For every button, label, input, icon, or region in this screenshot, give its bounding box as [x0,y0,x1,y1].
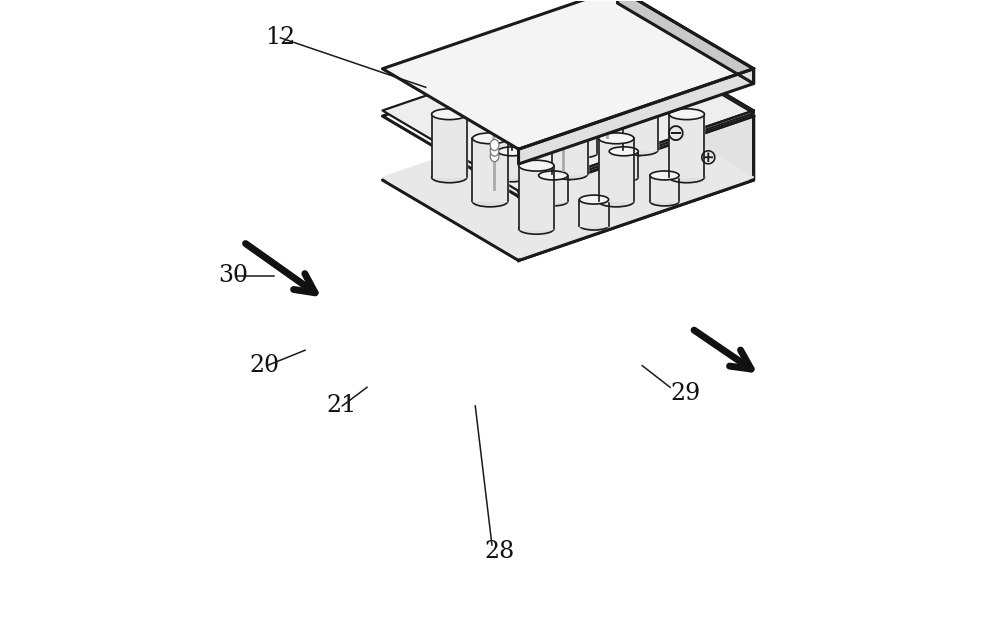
Polygon shape [498,151,527,177]
Ellipse shape [539,171,568,180]
Ellipse shape [498,173,527,182]
Text: 29: 29 [670,382,700,405]
Polygon shape [618,35,754,180]
Ellipse shape [582,57,617,68]
Polygon shape [609,151,638,177]
Polygon shape [669,114,704,177]
Polygon shape [519,116,754,260]
Polygon shape [582,63,617,126]
Ellipse shape [519,160,554,171]
Polygon shape [568,127,597,153]
Polygon shape [618,0,754,84]
Ellipse shape [568,149,597,157]
Ellipse shape [490,145,499,156]
Ellipse shape [432,108,467,120]
Ellipse shape [498,147,527,156]
Polygon shape [382,0,754,149]
Text: 12: 12 [265,26,295,50]
Ellipse shape [552,169,588,180]
Polygon shape [623,87,658,150]
Polygon shape [519,166,554,229]
Ellipse shape [512,81,547,92]
Ellipse shape [654,53,663,64]
Polygon shape [382,30,754,191]
Ellipse shape [579,195,609,204]
Ellipse shape [669,172,704,183]
Ellipse shape [552,105,588,117]
Polygon shape [579,200,609,226]
Text: 20: 20 [249,354,280,377]
Ellipse shape [539,197,568,206]
Polygon shape [382,100,754,260]
Polygon shape [382,97,754,258]
Text: ⊕: ⊕ [699,148,718,167]
Polygon shape [650,175,679,202]
Ellipse shape [618,81,627,92]
Polygon shape [519,69,754,164]
Ellipse shape [623,144,658,156]
Ellipse shape [609,147,638,156]
Ellipse shape [579,221,609,230]
Ellipse shape [519,223,554,234]
Ellipse shape [599,133,634,144]
Polygon shape [618,30,754,113]
Polygon shape [552,111,588,174]
Ellipse shape [650,197,679,206]
Text: 30: 30 [219,265,249,288]
Ellipse shape [599,196,634,207]
Ellipse shape [512,144,547,156]
Polygon shape [472,138,508,202]
Text: 28: 28 [485,540,515,563]
Ellipse shape [623,81,658,92]
Polygon shape [432,114,467,177]
Ellipse shape [618,76,627,87]
Ellipse shape [650,171,679,180]
Polygon shape [599,138,634,202]
Polygon shape [512,87,547,150]
Ellipse shape [472,196,508,207]
Ellipse shape [577,100,586,111]
Ellipse shape [577,105,586,117]
Ellipse shape [472,133,508,144]
Ellipse shape [568,123,597,131]
Ellipse shape [530,135,538,146]
Text: 21: 21 [327,394,357,417]
Ellipse shape [490,140,499,151]
Ellipse shape [490,151,499,162]
Ellipse shape [582,120,617,131]
Ellipse shape [654,59,663,70]
Text: ⊖: ⊖ [666,122,686,146]
Ellipse shape [669,108,704,120]
Ellipse shape [530,129,538,140]
Ellipse shape [609,173,638,182]
Polygon shape [519,110,754,193]
Ellipse shape [432,172,467,183]
Polygon shape [539,175,568,202]
